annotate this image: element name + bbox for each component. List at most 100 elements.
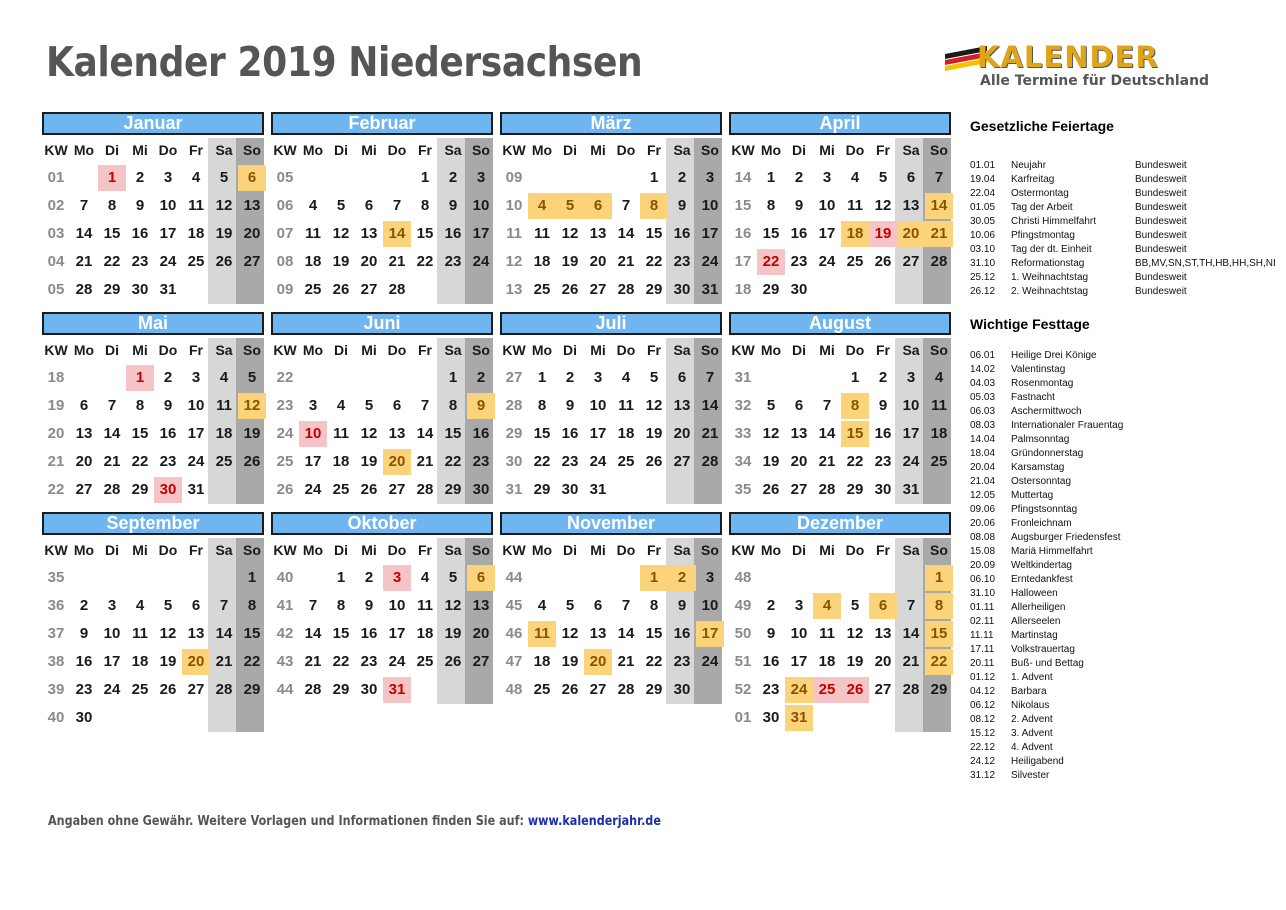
day-cell[interactable]: 27 — [243, 253, 261, 270]
day-cell[interactable]: 6 — [238, 165, 266, 191]
day-cell[interactable]: 1 — [925, 565, 953, 591]
day-cell[interactable]: 9 — [163, 397, 173, 414]
day-cell[interactable]: 28 — [388, 281, 406, 298]
day-cell[interactable]: 21 — [617, 653, 635, 670]
day-cell[interactable]: 5 — [448, 569, 458, 586]
day-cell[interactable]: 8 — [336, 597, 346, 614]
day-cell[interactable]: 17 — [589, 425, 607, 442]
day-cell[interactable]: 30 — [472, 481, 490, 498]
day-cell[interactable]: 15 — [925, 621, 953, 647]
day-cell[interactable]: 29 — [131, 481, 149, 498]
day-cell[interactable]: 28 — [416, 481, 434, 498]
day-cell[interactable]: 17 — [103, 653, 121, 670]
day-cell[interactable]: 7 — [308, 597, 318, 614]
day-cell[interactable]: 20 — [589, 253, 607, 270]
day-cell[interactable]: 16 — [75, 653, 93, 670]
day-cell[interactable]: 24 — [785, 677, 813, 703]
day-cell[interactable]: 4 — [191, 169, 201, 186]
day-cell[interactable]: 28 — [902, 681, 920, 698]
day-cell[interactable]: 22 — [444, 453, 462, 470]
day-cell[interactable]: 26 — [645, 453, 663, 470]
day-cell[interactable]: 27 — [589, 281, 607, 298]
day-cell[interactable]: 30 — [154, 477, 182, 503]
day-cell[interactable]: 23 — [673, 653, 691, 670]
day-cell[interactable]: 29 — [332, 681, 350, 698]
day-cell[interactable]: 18 — [416, 625, 434, 642]
day-cell[interactable]: 19 — [332, 253, 350, 270]
day-cell[interactable]: 15 — [444, 425, 462, 442]
day-cell[interactable]: 19 — [215, 225, 233, 242]
day-cell[interactable]: 2 — [163, 369, 173, 386]
day-cell[interactable]: 28 — [75, 281, 93, 298]
day-cell[interactable]: 29 — [243, 681, 261, 698]
day-cell[interactable]: 2 — [448, 169, 458, 186]
day-cell[interactable]: 8 — [135, 397, 145, 414]
day-cell[interactable]: 23 — [673, 253, 691, 270]
day-cell[interactable]: 4 — [537, 597, 547, 614]
day-cell[interactable]: 4 — [308, 197, 318, 214]
day-cell[interactable]: 28 — [617, 281, 635, 298]
day-cell[interactable]: 13 — [472, 597, 490, 614]
day-cell[interactable]: 6 — [869, 593, 897, 619]
day-cell[interactable]: 6 — [794, 397, 804, 414]
day-cell[interactable]: 17 — [472, 225, 490, 242]
day-cell[interactable]: 4 — [934, 369, 944, 386]
day-cell[interactable]: 24 — [701, 653, 719, 670]
day-cell[interactable]: 12 — [215, 197, 233, 214]
day-cell[interactable]: 3 — [794, 597, 804, 614]
day-cell[interactable]: 15 — [103, 225, 121, 242]
day-cell[interactable]: 18 — [215, 425, 233, 442]
day-cell[interactable]: 20 — [472, 625, 490, 642]
day-cell[interactable]: 2 — [135, 169, 145, 186]
day-cell[interactable]: 21 — [818, 453, 836, 470]
day-cell[interactable]: 21 — [701, 425, 719, 442]
day-cell[interactable]: 2 — [668, 565, 696, 591]
day-cell[interactable]: 3 — [383, 565, 411, 591]
day-cell[interactable]: 11 — [931, 397, 947, 414]
day-cell[interactable]: 18 — [617, 425, 635, 442]
day-cell[interactable]: 19 — [444, 625, 462, 642]
day-cell[interactable]: 25 — [617, 453, 635, 470]
day-cell[interactable]: 4 — [135, 597, 145, 614]
day-cell[interactable]: 30 — [762, 709, 780, 726]
day-cell[interactable]: 8 — [841, 393, 869, 419]
day-cell[interactable]: 7 — [219, 597, 229, 614]
day-cell[interactable]: 3 — [107, 597, 117, 614]
day-cell[interactable]: 1 — [336, 569, 346, 586]
day-cell[interactable]: 2 — [565, 369, 575, 386]
day-cell[interactable]: 28 — [617, 681, 635, 698]
day-cell[interactable]: 12 — [846, 625, 864, 642]
day-cell[interactable]: 16 — [673, 625, 691, 642]
day-cell[interactable]: 15 — [645, 225, 663, 242]
day-cell[interactable]: 26 — [762, 481, 780, 498]
day-cell[interactable]: 3 — [705, 569, 715, 586]
day-cell[interactable]: 7 — [621, 597, 631, 614]
day-cell[interactable]: 25 — [304, 281, 322, 298]
day-cell[interactable]: 7 — [420, 397, 430, 414]
day-cell[interactable]: 16 — [444, 225, 462, 242]
day-cell[interactable]: 17 — [304, 453, 322, 470]
day-cell[interactable]: 6 — [392, 397, 402, 414]
day-cell[interactable]: 11 — [534, 225, 550, 242]
day-cell[interactable]: 4 — [420, 569, 430, 586]
day-cell[interactable]: 18 — [818, 653, 836, 670]
day-cell[interactable]: 29 — [762, 281, 780, 298]
day-cell[interactable]: 14 — [103, 425, 121, 442]
day-cell[interactable]: 27 — [790, 481, 808, 498]
day-cell[interactable]: 18 — [187, 225, 205, 242]
day-cell[interactable]: 21 — [215, 653, 233, 670]
day-cell[interactable]: 28 — [930, 253, 948, 270]
day-cell[interactable]: 13 — [187, 625, 205, 642]
day-cell[interactable]: 26 — [360, 481, 378, 498]
day-cell[interactable]: 19 — [561, 653, 579, 670]
day-cell[interactable]: 23 — [790, 253, 808, 270]
day-cell[interactable]: 2 — [79, 597, 89, 614]
day-cell[interactable]: 8 — [247, 597, 257, 614]
day-cell[interactable]: 31 — [589, 481, 607, 498]
day-cell[interactable]: 10 — [790, 625, 808, 642]
day-cell[interactable]: 25 — [332, 481, 350, 498]
day-cell[interactable]: 22 — [332, 653, 350, 670]
day-cell[interactable]: 3 — [593, 369, 603, 386]
day-cell[interactable]: 19 — [869, 221, 897, 247]
day-cell[interactable]: 5 — [247, 369, 257, 386]
